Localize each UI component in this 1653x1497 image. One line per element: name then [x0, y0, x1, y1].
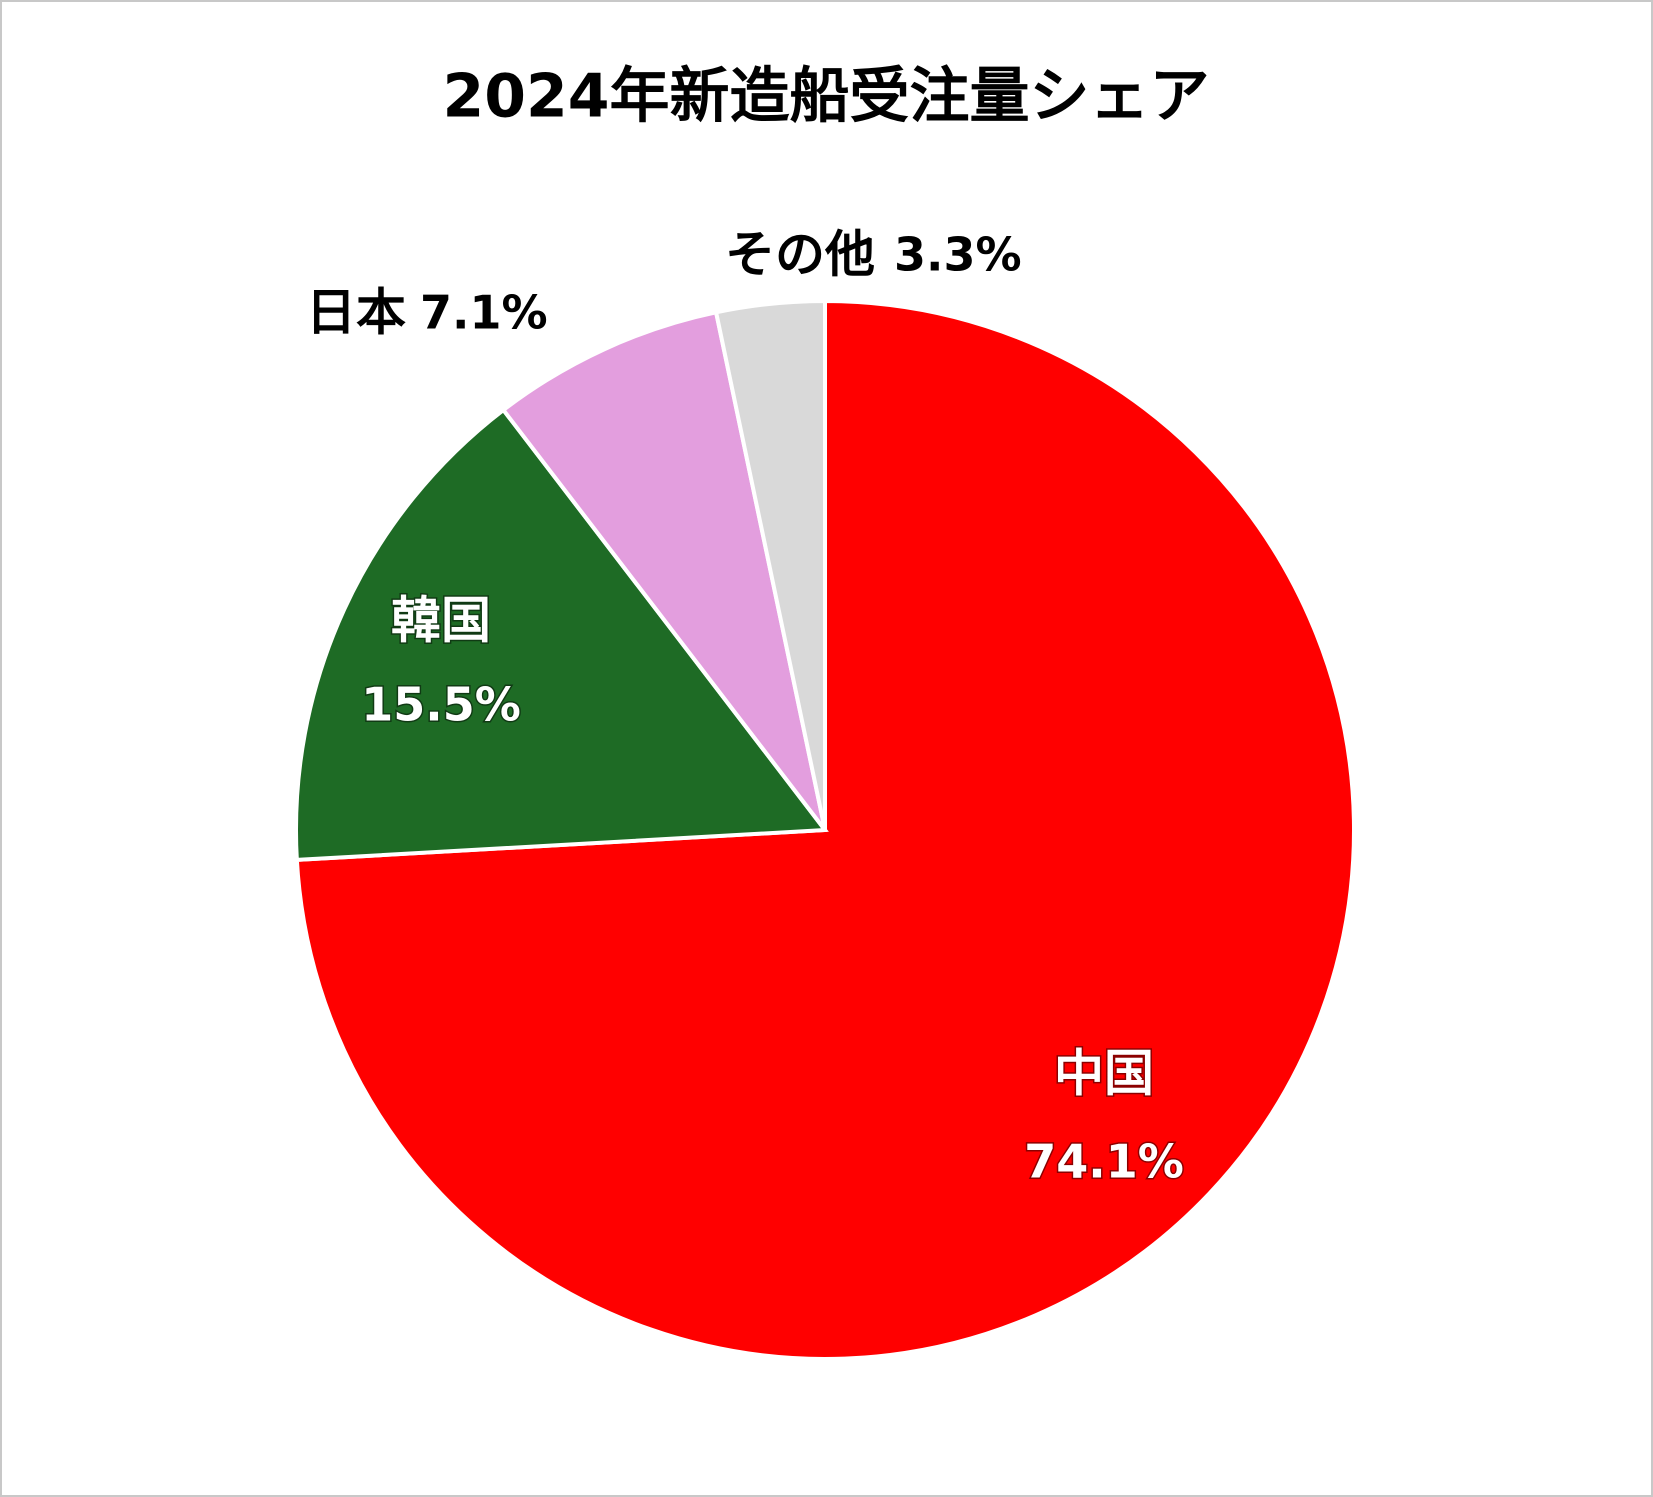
- category-label: その他: [725, 226, 875, 284]
- pie-slice: [500, 309, 827, 832]
- category-label: 韓国: [391, 592, 491, 650]
- value-label: 74.1%: [1024, 1135, 1184, 1189]
- pie-slice: [294, 407, 829, 863]
- value-label: 15.5%: [361, 678, 521, 732]
- value-label: 7.1%: [420, 286, 548, 340]
- category-label: 中国: [1054, 1045, 1154, 1103]
- value-label: 3.3%: [894, 228, 1022, 282]
- category-label: 日本: [306, 284, 406, 342]
- chart-title: 2024年新造船受注量シェア: [443, 62, 1210, 132]
- pie-slice: [713, 298, 827, 831]
